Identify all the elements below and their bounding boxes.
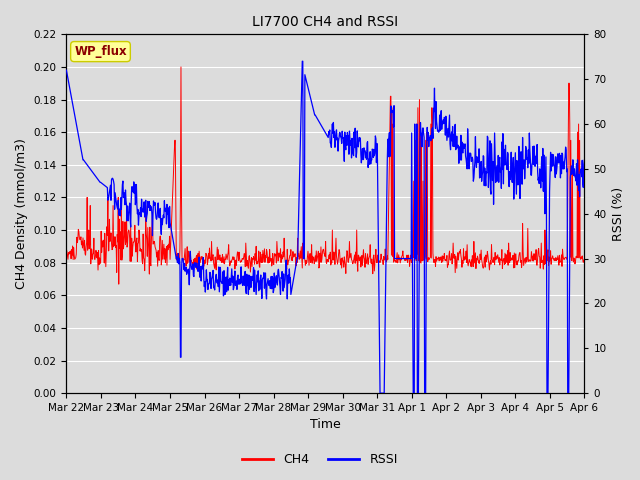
X-axis label: Time: Time [310, 419, 340, 432]
Text: WP_flux: WP_flux [74, 45, 127, 58]
Y-axis label: RSSI (%): RSSI (%) [612, 187, 625, 241]
Legend: CH4, RSSI: CH4, RSSI [237, 448, 403, 471]
Y-axis label: CH4 Density (mmol/m3): CH4 Density (mmol/m3) [15, 138, 28, 289]
Title: LI7700 CH4 and RSSI: LI7700 CH4 and RSSI [252, 15, 399, 29]
